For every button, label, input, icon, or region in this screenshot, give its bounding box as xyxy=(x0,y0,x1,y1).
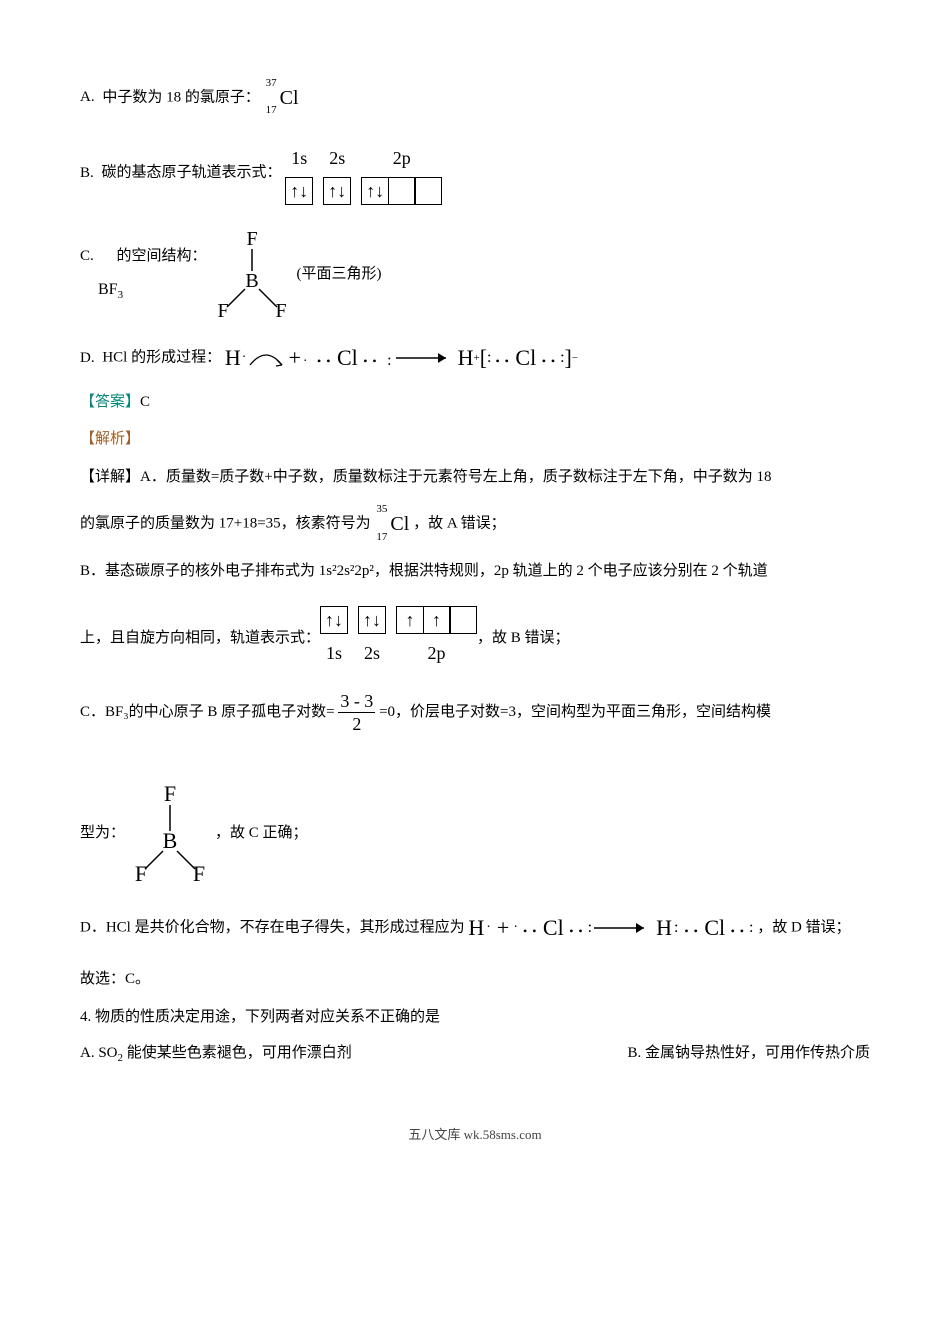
option-a: A. 中子数为 18 的氯原子： 37 17 Cl xyxy=(80,79,870,117)
q4-stem: 4. 物质的性质决定用途，下列两者对应关系· · ·不正确的是 xyxy=(80,1003,870,1032)
symbol-a: Cl xyxy=(280,87,299,109)
hcl-equation-d: H· + · • • Cl • • : H+ [: xyxy=(225,337,578,379)
bf3-structure-2: F B F F xyxy=(125,783,215,883)
emphasis-dots: · · ·不正确 xyxy=(365,1008,410,1022)
jiexi-label: 【解析】 xyxy=(80,431,140,447)
detail-d: D．HCl 是共价化合物，不存在电子得失，其形成过程应为 H· + · • • … xyxy=(80,907,870,949)
jiexi-line: 【解析】 xyxy=(80,425,870,454)
fraction-c: 3 - 3 2 xyxy=(338,692,375,733)
option-d: D. HCl 的形成过程： H· + · • • Cl • • : xyxy=(80,337,870,379)
svg-text:B: B xyxy=(163,828,178,853)
opt-d-text: 的形成过程： xyxy=(131,350,221,366)
opt-a-text: 中子数为 18 的氯原子： xyxy=(102,89,260,105)
conclude: 故选：C。 xyxy=(80,965,870,994)
answer-label: 【答案】 xyxy=(80,394,140,410)
q4-option-b: B. 金属钠导热性好，可用作传热介质 xyxy=(627,1041,870,1064)
option-c: C. 的空间结构： BF3 F B F F (平面三角形) xyxy=(80,229,870,319)
opt-b-label: B. xyxy=(80,159,94,188)
svg-text:F: F xyxy=(164,783,176,806)
svg-text:F: F xyxy=(135,861,147,883)
answer-value: C xyxy=(140,394,150,410)
detail-b-2: 上，且自旋方向相同，轨道表示式： ↑↓ 1s ↑↓ 2s ↑ ↑ 2p ，故 B… xyxy=(80,606,870,670)
atomic-a: 17 xyxy=(266,100,277,121)
opt-d-label: D. xyxy=(80,344,95,373)
page-footer: 五八文库 wk.58sms.com xyxy=(80,1124,870,1143)
opt-c-note: (平面三角形) xyxy=(297,260,382,289)
opt-c-text: 的空间结构： xyxy=(117,248,207,264)
nuclide-a: 37 17 Cl xyxy=(280,79,299,117)
svg-text:F: F xyxy=(193,861,205,883)
hcl-equation-detail: H· + · • • Cl • • : H : • • Cl • • : xyxy=(468,907,753,949)
q4-option-a: A. SO2 能使某些色素褪色，可用作漂白剂 xyxy=(80,1041,352,1064)
option-b: B. 碳的基态原子轨道表示式： 1s ↑↓ 2s ↑↓ 2p ↑↓ xyxy=(80,141,870,205)
nuclide-a2: 35 17 Cl xyxy=(390,505,409,543)
detail-b-1: B．基态碳原子的核外电子排布式为 1s²2s²2p²，根据洪特规则，2p 轨道上… xyxy=(80,557,870,586)
detail-c-2: 型为： F B F F ，故 C 正确； xyxy=(80,783,870,883)
bf3-structure: F B F F xyxy=(207,229,297,319)
opt-c-label: C. xyxy=(80,242,94,271)
opt-b-text: 碳的基态原子轨道表示式： xyxy=(102,165,282,181)
detail-a-2: 的氯原子的质量数为 17+18=35，核素符号为 35 17 Cl ，故 A 错… xyxy=(80,505,870,543)
bf3-F-top: F xyxy=(246,229,257,250)
bf3-B: B xyxy=(245,270,258,292)
bf3-F-right: F xyxy=(275,300,286,319)
q4-options-row: A. SO2 能使某些色素褪色，可用作漂白剂 B. 金属钠导热性好，可用作传热介… xyxy=(80,1041,870,1064)
orbital-b-detail: ↑↓ 1s ↑↓ 2s ↑ ↑ 2p xyxy=(320,606,477,670)
detail-a-1: 【详解】A．质量数=质子数+中子数，质量数标注于元素符号左上角，质子数标注于左下… xyxy=(80,463,870,492)
detail-c-1: C．BF₃的中心原子 B 原子孤电子对数= 3 - 3 2 =0，价层电子对数=… xyxy=(80,692,870,733)
bf3-F-left: F xyxy=(217,300,228,319)
answer-line: 【答案】C xyxy=(80,388,870,417)
opt-a-label: A. xyxy=(80,83,95,112)
orbital-b: 1s ↑↓ 2s ↑↓ 2p ↑↓ xyxy=(285,141,442,205)
mass-a: 37 xyxy=(266,73,277,94)
